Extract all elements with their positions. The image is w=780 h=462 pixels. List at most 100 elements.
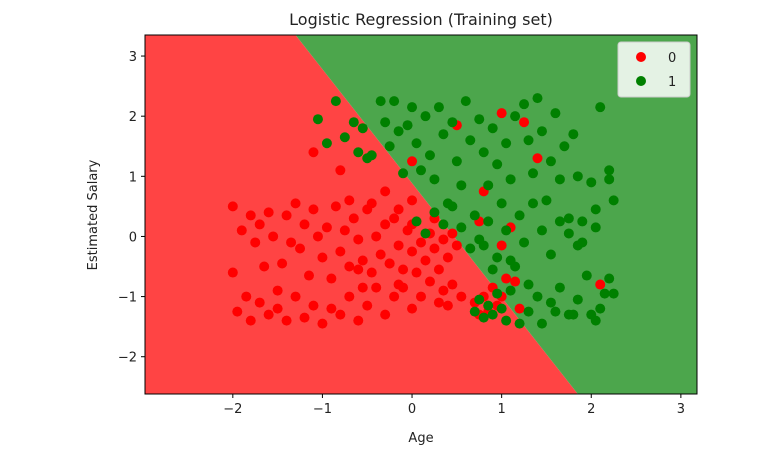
region-class-0 bbox=[145, 35, 578, 394]
point-class-1 bbox=[469, 306, 480, 317]
x-axis-label: Age bbox=[408, 431, 433, 446]
point-class-1 bbox=[411, 138, 422, 149]
point-class-1 bbox=[487, 264, 498, 275]
point-class-1 bbox=[478, 147, 489, 158]
legend-box bbox=[617, 41, 691, 98]
point-class-1 bbox=[456, 222, 467, 233]
point-class-1 bbox=[375, 96, 386, 107]
point-class-1 bbox=[572, 171, 583, 182]
point-class-0 bbox=[290, 198, 301, 209]
x-tick-label: −1 bbox=[313, 402, 332, 417]
point-class-1 bbox=[496, 303, 507, 314]
point-class-0 bbox=[438, 285, 449, 296]
point-class-0 bbox=[245, 210, 256, 221]
point-class-1 bbox=[519, 99, 530, 110]
point-class-0 bbox=[303, 270, 314, 281]
point-class-1 bbox=[536, 225, 547, 236]
point-class-0 bbox=[344, 261, 355, 272]
point-class-0 bbox=[245, 315, 256, 326]
point-class-0 bbox=[362, 300, 373, 311]
point-class-0 bbox=[259, 261, 270, 272]
point-class-1 bbox=[474, 294, 485, 305]
point-class-0 bbox=[263, 207, 274, 218]
chart-title: Logistic Regression (Training set) bbox=[289, 10, 553, 29]
point-class-0 bbox=[411, 267, 422, 278]
point-class-1 bbox=[545, 249, 556, 260]
point-class-1 bbox=[483, 216, 494, 227]
point-class-0 bbox=[299, 219, 310, 230]
point-class-0 bbox=[407, 156, 418, 167]
point-class-0 bbox=[295, 243, 306, 254]
point-class-0 bbox=[236, 225, 247, 236]
point-class-0 bbox=[227, 201, 238, 212]
point-class-1 bbox=[312, 114, 323, 125]
point-class-0 bbox=[326, 303, 337, 314]
point-class-0 bbox=[286, 237, 297, 248]
point-class-0 bbox=[348, 213, 359, 224]
y-axis: −2 −1 0 1 2 3 bbox=[118, 50, 145, 366]
legend: 0 1 bbox=[617, 41, 691, 98]
point-class-1 bbox=[528, 198, 539, 209]
point-class-1 bbox=[568, 129, 579, 140]
point-class-0 bbox=[420, 255, 431, 266]
region-class-1 bbox=[295, 35, 697, 394]
point-class-1 bbox=[550, 108, 561, 119]
point-class-1 bbox=[505, 174, 516, 185]
point-class-0 bbox=[510, 276, 521, 287]
point-class-1 bbox=[330, 96, 341, 107]
point-class-0 bbox=[384, 258, 395, 269]
point-class-1 bbox=[554, 282, 565, 293]
series-1-points bbox=[312, 93, 619, 329]
y-tick-label: −1 bbox=[118, 291, 137, 306]
point-class-0 bbox=[357, 282, 368, 293]
y-tick-label: 2 bbox=[129, 110, 137, 125]
y-tick-label: 0 bbox=[129, 230, 137, 245]
point-class-0 bbox=[232, 306, 243, 317]
point-class-0 bbox=[241, 291, 252, 302]
point-class-1 bbox=[433, 102, 444, 113]
point-class-1 bbox=[590, 204, 601, 215]
point-class-0 bbox=[317, 252, 328, 263]
point-class-1 bbox=[595, 102, 606, 113]
point-class-1 bbox=[514, 210, 525, 221]
point-class-1 bbox=[554, 216, 565, 227]
point-class-0 bbox=[308, 147, 319, 158]
point-class-1 bbox=[550, 306, 561, 317]
point-class-0 bbox=[371, 282, 382, 293]
point-class-0 bbox=[330, 201, 341, 212]
point-class-1 bbox=[586, 309, 597, 320]
point-class-0 bbox=[353, 264, 364, 275]
point-class-1 bbox=[492, 288, 503, 299]
point-class-0 bbox=[451, 240, 462, 251]
point-class-0 bbox=[299, 312, 310, 323]
point-class-0 bbox=[389, 291, 400, 302]
point-class-0 bbox=[272, 303, 283, 314]
point-class-0 bbox=[335, 246, 346, 257]
point-class-0 bbox=[281, 210, 292, 221]
point-class-1 bbox=[514, 318, 525, 329]
point-class-0 bbox=[317, 318, 328, 329]
point-class-1 bbox=[541, 195, 552, 206]
point-class-1 bbox=[519, 237, 530, 248]
point-class-1 bbox=[536, 126, 547, 137]
point-class-0 bbox=[308, 204, 319, 215]
point-class-0 bbox=[501, 273, 512, 284]
point-class-1 bbox=[478, 240, 489, 251]
point-class-0 bbox=[532, 153, 543, 164]
x-tick-label: 3 bbox=[677, 402, 685, 417]
point-class-1 bbox=[429, 174, 440, 185]
point-class-0 bbox=[366, 198, 377, 209]
point-class-1 bbox=[366, 150, 377, 161]
point-class-1 bbox=[487, 123, 498, 134]
point-class-1 bbox=[501, 225, 512, 236]
point-class-0 bbox=[519, 117, 530, 128]
point-class-0 bbox=[433, 297, 444, 308]
point-class-1 bbox=[577, 216, 588, 227]
point-class-0 bbox=[281, 315, 292, 326]
plot-frame bbox=[144, 34, 698, 395]
point-class-0 bbox=[326, 273, 337, 284]
point-class-0 bbox=[595, 279, 606, 290]
point-class-0 bbox=[393, 279, 404, 290]
x-tick-label: 0 bbox=[408, 402, 416, 417]
point-class-1 bbox=[456, 180, 467, 191]
